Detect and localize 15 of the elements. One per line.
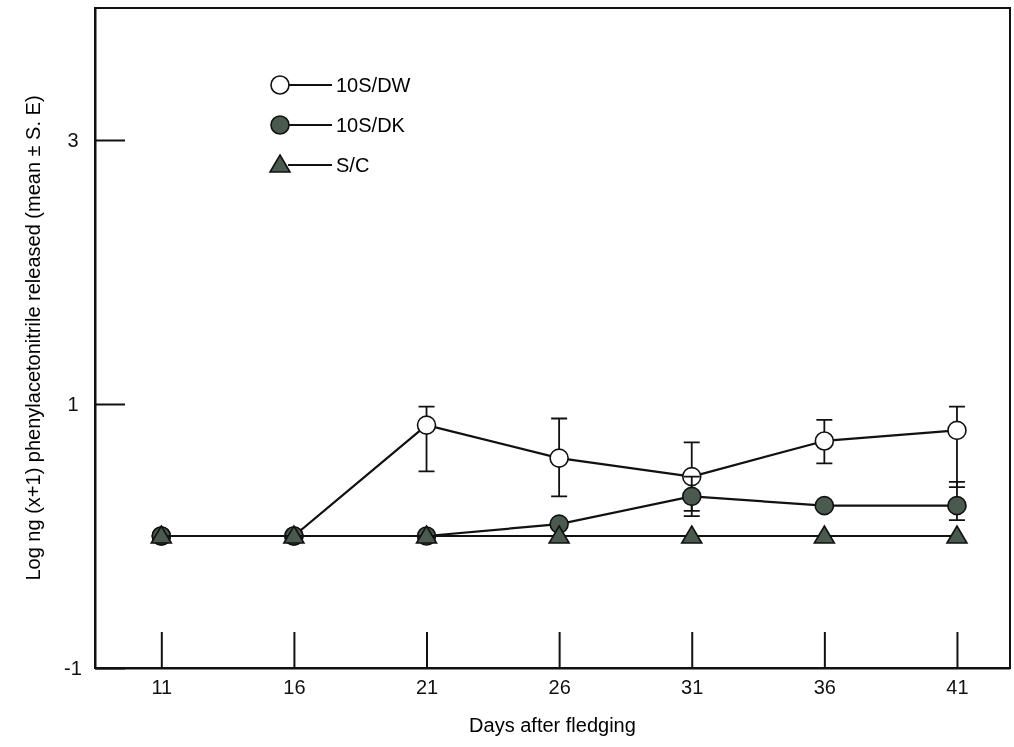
x-tick-label: 11 — [151, 676, 173, 699]
y-tick-label: -1 — [64, 656, 82, 679]
x-tick-label: 21 — [415, 676, 439, 699]
x-tick-label: 36 — [813, 676, 836, 699]
x-tick-label: 31 — [681, 676, 704, 699]
x-tick-label: 16 — [283, 676, 306, 699]
x-tick-label: 41 — [946, 676, 969, 699]
legend-label: 10S/DW — [336, 74, 411, 96]
y-axis-title: Log ng (x+1) phenylacetonitrile released (mean ± S. E) — [22, 95, 44, 581]
y-tick-label: 1 — [67, 392, 79, 415]
x-axis-title: Days after fledging — [469, 714, 636, 736]
x-tick-label: 26 — [548, 676, 571, 699]
legend-label: 10S/DK — [336, 114, 406, 136]
legend-label: S/C — [336, 154, 370, 176]
y-tick-label: 3 — [67, 128, 79, 151]
